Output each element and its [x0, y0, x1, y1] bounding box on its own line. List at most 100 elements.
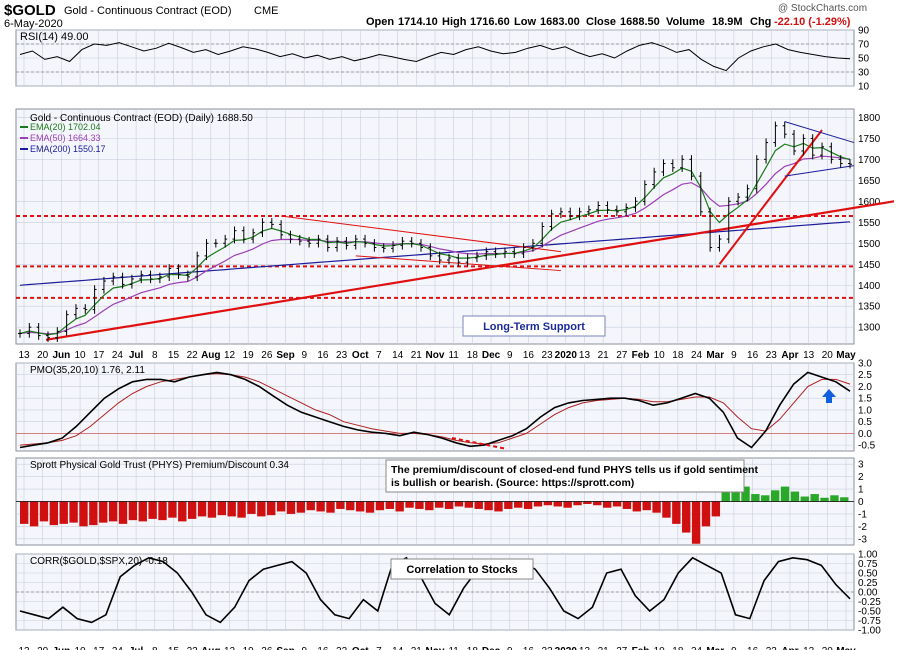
x-axis-label: 19: [243, 646, 255, 650]
premium-bar: [454, 501, 464, 507]
x-axis-label: 11: [448, 350, 459, 361]
premium-annotation-box: [385, 459, 745, 493]
x-axis-label: Nov: [426, 646, 445, 650]
premium-tick-label: 3: [858, 460, 864, 471]
x-axis-label: 21: [598, 350, 610, 361]
pennant-top-line: [784, 121, 855, 144]
rsi-tick-label: 10: [858, 82, 870, 93]
premium-bar: [632, 501, 641, 512]
x-axis-label: Jul: [129, 646, 144, 650]
price-tick-label: 1600: [858, 197, 881, 208]
premium-bar: [820, 497, 829, 502]
price-tick-label: 1500: [858, 239, 881, 250]
x-axis-label: Oct: [352, 350, 369, 361]
premium-bar: [444, 501, 454, 509]
x-axis-label: May: [836, 350, 856, 361]
x-axis-label: Aug: [201, 646, 220, 650]
chg-value: -22.10 (-1.29%): [774, 16, 851, 28]
rsi-title: RSI(14) 49.00: [20, 31, 88, 43]
premium-bar: [306, 501, 315, 511]
long-term-support-box: [462, 315, 606, 337]
x-axis-label: Sep: [276, 350, 294, 361]
x-axis-label: 17: [93, 646, 105, 650]
price-tick-label: 1350: [858, 302, 881, 313]
x-axis-label: 23: [542, 350, 554, 361]
x-axis-label: 11: [448, 646, 459, 650]
premium-bar: [227, 501, 236, 517]
premium-bar: [810, 494, 819, 502]
premium-bar: [612, 501, 622, 507]
rsi-tick-label: 90: [858, 26, 870, 37]
x-axis-label: 9: [507, 646, 513, 650]
high-value: 1716.60: [470, 16, 510, 28]
pmo-tick-label: 3.0: [858, 359, 872, 370]
premium-bar: [158, 501, 167, 521]
premium-bar: [39, 501, 49, 522]
x-axis-label: 19: [243, 350, 255, 361]
x-axis-label: 13: [579, 646, 591, 650]
price-tick-label: 1300: [858, 323, 881, 334]
premium-bar: [770, 490, 780, 502]
premium-annotation-line1: The premium/discount of closed-end fund …: [391, 464, 758, 476]
x-axis-label: 24: [112, 350, 124, 361]
high-label: High: [442, 16, 467, 28]
pmo-tick-label: -0.5: [858, 441, 876, 452]
price-tick-label: 1700: [858, 155, 881, 166]
premium-bar: [20, 501, 29, 524]
premium-bar: [89, 501, 98, 526]
premium-tick-label: -3: [858, 534, 867, 545]
x-axis-label: 21: [598, 646, 610, 650]
premium-bar: [365, 501, 375, 513]
x-axis-label: 10: [74, 646, 86, 650]
x-axis-label: 12: [224, 350, 236, 361]
pennant-bottom-line: [784, 165, 855, 177]
premium-bar: [69, 501, 78, 523]
price-tick-label: 1450: [858, 260, 881, 271]
premium-tick-label: 1: [858, 485, 864, 496]
long-term-support-label: Long-Term Support: [483, 321, 585, 333]
correlation-line: [19, 556, 851, 624]
premium-bar: [207, 501, 217, 518]
premium-bar: [118, 501, 128, 524]
premium-bar: [425, 501, 434, 511]
premium-title: Sprott Physical Gold Trust (PHYS) Premiu…: [30, 460, 289, 471]
premium-bar: [29, 501, 39, 527]
x-axis-label: 27: [616, 646, 628, 650]
premium-bar: [316, 501, 325, 512]
x-axis-label: 22: [187, 646, 199, 650]
premium-bar: [187, 501, 197, 519]
x-axis-label: 9: [731, 646, 737, 650]
x-axis-label: 18: [467, 646, 479, 650]
x-axis-label: Sep: [276, 646, 294, 650]
rsi-tick-label: 30: [858, 68, 870, 79]
premium-bar: [652, 501, 661, 513]
x-axis-label: 8: [152, 646, 158, 650]
rsi-line: [19, 42, 851, 72]
x-axis-label: Mar: [706, 350, 724, 361]
volume-label: Volume: [666, 16, 705, 28]
x-axis-label: 21: [411, 646, 423, 650]
x-axis-label: 2020: [555, 646, 578, 650]
x-axis-label: Apr: [781, 646, 798, 650]
open-label: Open: [366, 16, 395, 28]
premium-tick-label: 2: [858, 472, 864, 483]
premium-bar: [128, 501, 138, 521]
premium-bar: [523, 501, 533, 509]
premium-bar: [691, 501, 701, 544]
x-axis-label: Jun: [52, 646, 70, 650]
x-axis-label: Mar: [706, 646, 724, 650]
x-axis-label: 7: [376, 646, 382, 650]
correlation-tick-label: -0.50: [858, 607, 881, 618]
premium-tick-label: 0: [858, 497, 864, 508]
x-axis-label: 24: [691, 350, 703, 361]
x-axis-label: Aug: [201, 350, 220, 361]
premium-bar: [701, 501, 711, 527]
premium-bar: [514, 501, 523, 508]
x-axis-label: 20: [822, 646, 834, 650]
low-value: 1683.00: [540, 16, 580, 28]
premium-bar: [790, 491, 800, 502]
x-axis-label: 15: [168, 350, 180, 361]
open-value: 1714.10: [398, 16, 438, 28]
x-axis-label: 13: [803, 646, 815, 650]
